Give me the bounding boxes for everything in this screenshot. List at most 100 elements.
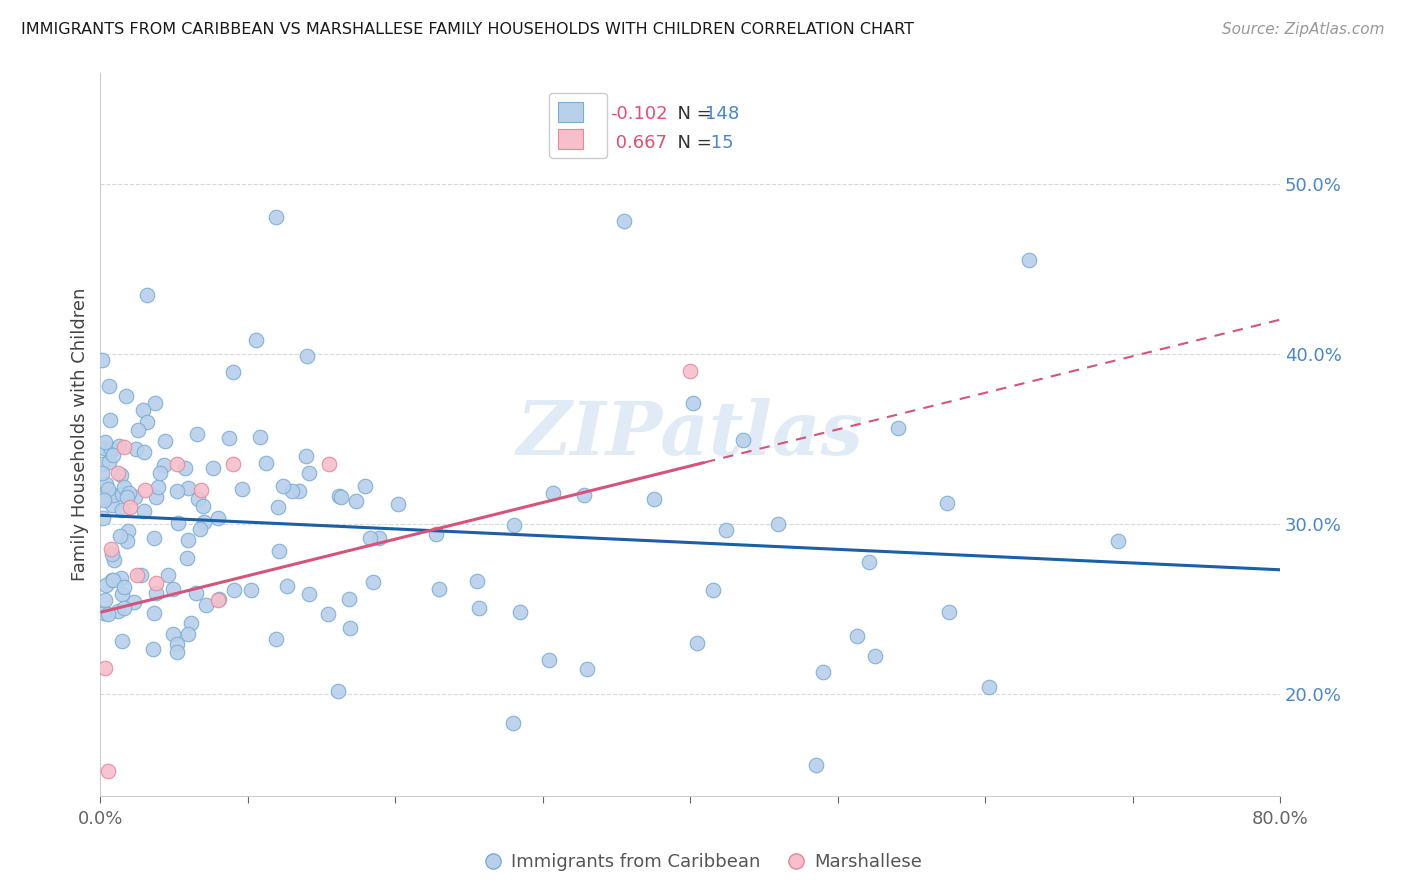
Point (936, 496, 959, 510)
Point (339, 621, 361, 635)
Point (425, 527, 447, 541)
Text: Source: ZipAtlas.com: Source: ZipAtlas.com (1222, 22, 1385, 37)
Point (811, 665, 834, 679)
Point (166, 484, 188, 499)
Point (111, 487, 134, 501)
Point (295, 349, 318, 363)
Point (267, 500, 290, 515)
Point (108, 529, 131, 543)
Point (686, 636, 709, 650)
Point (166, 637, 188, 651)
Point (502, 716, 524, 731)
Text: IMMIGRANTS FROM CARIBBEAN VS MARSHALLESE FAMILY HOUSEHOLDS WITH CHILDREN CORRELA: IMMIGRANTS FROM CARIBBEAN VS MARSHALLESE… (21, 22, 914, 37)
Point (176, 551, 198, 566)
Point (337, 592, 360, 607)
Point (254, 456, 277, 470)
Point (98, 455, 121, 469)
Point (176, 627, 198, 641)
Point (117, 524, 139, 538)
Point (222, 458, 245, 472)
Point (135, 288, 157, 302)
Point (107, 604, 129, 618)
Point (193, 499, 215, 513)
Point (176, 533, 198, 547)
Point (188, 522, 211, 536)
Point (245, 333, 267, 347)
Point (316, 607, 339, 621)
Point (187, 491, 209, 506)
Point (218, 431, 240, 445)
Point (276, 579, 298, 593)
Point (112, 580, 135, 594)
Point (132, 403, 155, 417)
Point (166, 645, 188, 659)
Point (145, 576, 167, 591)
Point (127, 567, 149, 582)
Point (111, 633, 134, 648)
Point (208, 592, 231, 607)
Point (1107, 534, 1129, 549)
Point (129, 567, 152, 582)
Point (269, 544, 291, 558)
Point (107, 466, 129, 480)
Point (108, 439, 131, 453)
Point (702, 582, 724, 597)
Point (202, 461, 225, 475)
Point (91, 511, 114, 525)
Text: -0.102: -0.102 (610, 105, 668, 123)
Point (731, 433, 754, 447)
Point (100, 442, 122, 457)
Point (193, 516, 215, 530)
Text: 148: 148 (704, 105, 740, 123)
Point (207, 511, 229, 525)
Point (90, 457, 112, 471)
Point (166, 458, 188, 472)
Point (328, 490, 350, 504)
Point (94, 592, 117, 607)
Point (887, 421, 910, 435)
Point (97, 607, 120, 622)
Point (112, 440, 135, 454)
Text: ZIPatlas: ZIPatlas (517, 398, 863, 471)
Text: 0.667: 0.667 (610, 134, 668, 152)
Point (91, 352, 114, 367)
Point (162, 582, 184, 596)
Point (93, 441, 115, 455)
Point (845, 629, 868, 643)
Point (239, 583, 262, 598)
Point (122, 595, 145, 609)
Point (186, 426, 208, 441)
Point (863, 649, 886, 664)
Point (101, 498, 124, 512)
Point (177, 481, 200, 495)
Point (93, 607, 115, 621)
Text: N =: N = (666, 134, 717, 152)
Point (110, 571, 132, 585)
Text: 15: 15 (704, 134, 734, 152)
Point (509, 605, 531, 619)
Point (190, 483, 212, 497)
Point (94, 435, 117, 450)
Point (103, 573, 125, 587)
Y-axis label: Family Households with Children: Family Households with Children (72, 288, 89, 582)
Point (429, 582, 451, 596)
Point (538, 653, 561, 667)
Point (97, 482, 120, 496)
Point (132, 445, 155, 459)
Point (146, 480, 169, 494)
Text: R =: R = (565, 134, 605, 152)
Point (575, 662, 598, 676)
Point (115, 389, 138, 403)
Text: R =: R = (565, 105, 605, 123)
Point (288, 484, 311, 499)
Point (271, 478, 294, 492)
Point (118, 485, 141, 500)
Point (173, 461, 195, 475)
Point (112, 480, 135, 494)
Point (145, 490, 167, 504)
Point (96, 477, 118, 491)
Point (112, 600, 135, 615)
Point (858, 555, 880, 569)
Point (318, 458, 340, 472)
Point (134, 483, 156, 497)
